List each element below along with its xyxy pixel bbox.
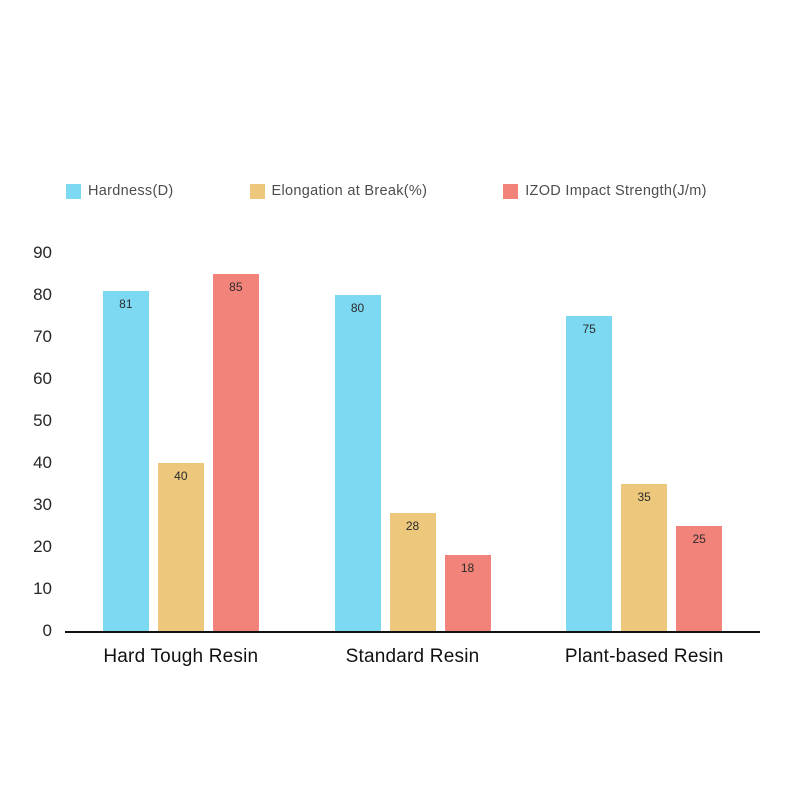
legend-item: IZOD Impact Strength(J/m) [503, 183, 707, 199]
bar-value-label: 35 [637, 490, 651, 504]
category-label: Hard Tough Resin [103, 646, 259, 667]
y-axis-tick: 60 [33, 369, 52, 388]
bar: 18 [444, 555, 491, 631]
category-label: Standard Resin [345, 646, 480, 667]
bar: 35 [621, 484, 668, 631]
bar: 40 [157, 463, 204, 631]
legend-label: IZOD Impact Strength(J/m) [525, 183, 707, 199]
legend-swatch-icon [249, 183, 265, 199]
y-axis-tick: 90 [33, 243, 52, 262]
y-axis-tick: 40 [33, 453, 52, 472]
bar-value-label: 80 [350, 301, 365, 315]
legend-label: Elongation at Break(%) [271, 183, 428, 199]
bar-group: 80 28 18 [297, 253, 529, 631]
bar-group: 81 40 85 [65, 253, 297, 631]
y-axis-tick: 0 [42, 621, 52, 640]
bar: 80 [334, 295, 381, 631]
x-axis-category-labels: Hard Tough Resin Standard Resin Plant-base… [65, 646, 760, 668]
bar: 85 [212, 274, 259, 631]
bar-value-label: 75 [582, 322, 596, 336]
legend-swatch-icon [66, 183, 81, 199]
bar: 25 [676, 526, 723, 631]
bar-value-label: 40 [174, 469, 188, 483]
bar: 81 [102, 290, 149, 631]
y-axis-tick-labels: 90 80 70 60 50 40 30 20 10 0 [0, 243, 52, 640]
y-axis-tick: 20 [33, 537, 52, 556]
chart-legend: Hardness(D) Elongation at Break(%) IZOD Im… [66, 183, 707, 199]
y-axis-tick: 30 [33, 495, 52, 514]
y-axis-tick: 50 [33, 411, 52, 430]
y-axis-tick: 10 [33, 579, 52, 598]
bar-value-label: 18 [460, 561, 475, 576]
bar: 28 [389, 513, 436, 631]
category-label: Plant-based Resin [564, 646, 724, 667]
bar: 75 [566, 316, 613, 631]
bar-value-label: 85 [229, 280, 243, 294]
bar-group: 75 35 25 [528, 253, 760, 631]
y-axis-tick: 70 [33, 327, 52, 346]
legend-swatch-icon [503, 183, 519, 199]
y-axis-tick: 80 [33, 285, 52, 304]
bar-value-label: 81 [119, 296, 133, 311]
bar-value-label: 28 [405, 519, 420, 534]
plot-area: 81 40 85 80 28 18 75 35 25 [65, 253, 760, 633]
legend-item: Hardness(D) [66, 183, 174, 199]
bar-value-label: 25 [692, 532, 706, 546]
legend-item: Elongation at Break(%) [249, 183, 428, 199]
legend-label: Hardness(D) [88, 183, 174, 199]
